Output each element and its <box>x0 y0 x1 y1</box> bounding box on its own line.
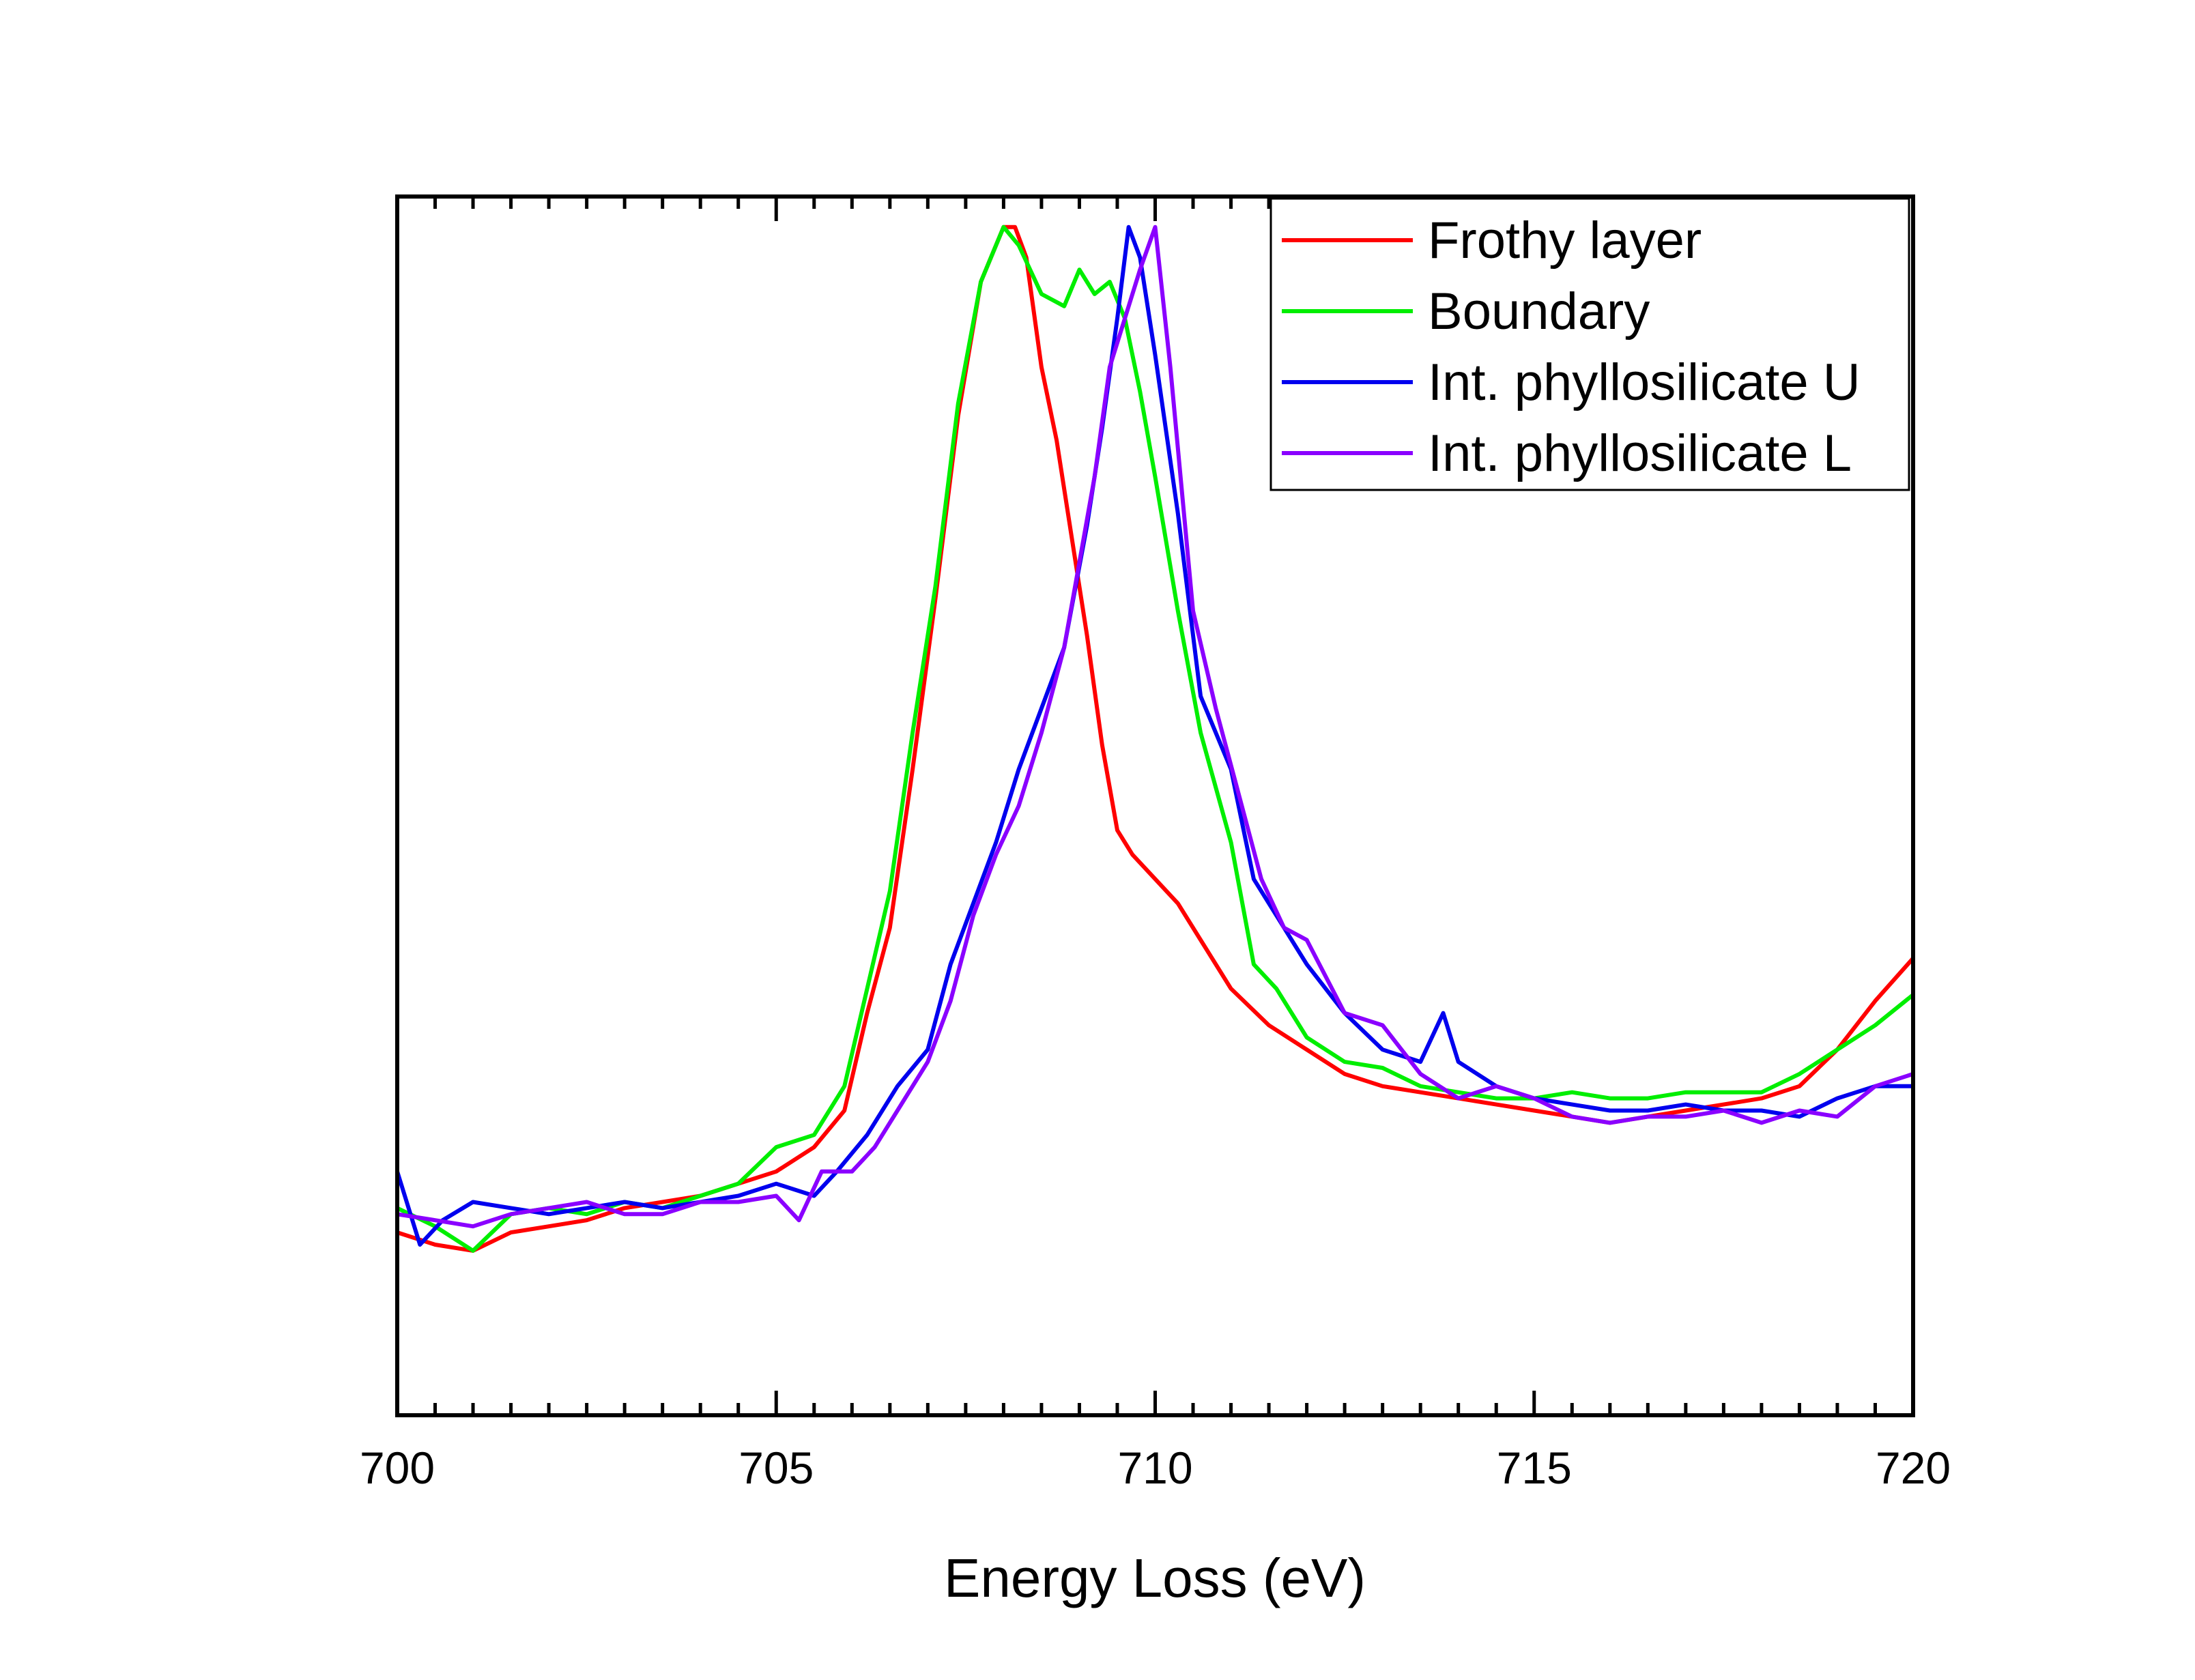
legend-label: Int. phyllosilicate L <box>1428 424 1852 482</box>
legend-label: Int. phyllosilicate U <box>1428 353 1861 411</box>
legend: Frothy layer Boundary Int. phyllosilicate … <box>1269 197 1910 491</box>
legend-entries: Frothy layer Boundary Int. phyllosilicate … <box>1282 212 1861 482</box>
legend-box <box>1269 197 1910 491</box>
x-tick-label: 715 <box>1497 1443 1572 1493</box>
x-tick-label: 710 <box>1117 1443 1192 1493</box>
series-line-3 <box>397 225 1913 1247</box>
x-axis-tick-labels: 700 705 710 715 720 <box>360 1443 1951 1493</box>
legend-label: Boundary <box>1428 283 1650 341</box>
x-axis-label: Energy Loss (eV) <box>944 1548 1366 1608</box>
legend-label: Frothy layer <box>1428 212 1702 270</box>
x-tick-label: 705 <box>738 1443 814 1493</box>
series-line-4 <box>397 225 1913 1229</box>
series-line-2 <box>397 225 1913 1253</box>
x-tick-label: 700 <box>360 1443 435 1493</box>
x-tick-label: 720 <box>1876 1443 1951 1493</box>
series-group <box>397 225 1913 1253</box>
